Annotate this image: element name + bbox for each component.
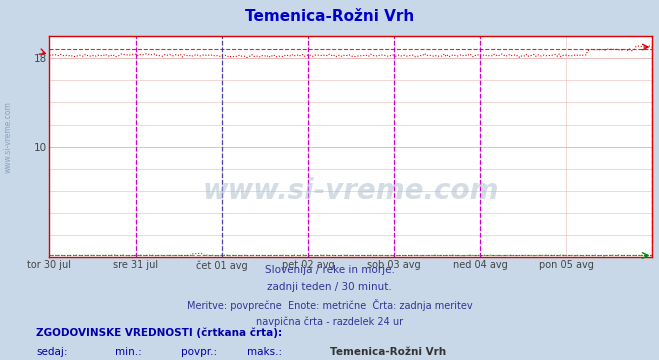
Text: Temenica-Rožni Vrh: Temenica-Rožni Vrh — [330, 347, 445, 357]
Text: min.:: min.: — [115, 347, 142, 357]
Text: zadnji teden / 30 minut.: zadnji teden / 30 minut. — [267, 282, 392, 292]
Text: Slovenija / reke in morje.: Slovenija / reke in morje. — [264, 265, 395, 275]
Text: navpična črta - razdelek 24 ur: navpična črta - razdelek 24 ur — [256, 316, 403, 327]
Text: www.si-vreme.com: www.si-vreme.com — [3, 101, 13, 173]
Text: www.si-vreme.com: www.si-vreme.com — [203, 177, 499, 205]
Text: ZGODOVINSKE VREDNOSTI (črtkana črta):: ZGODOVINSKE VREDNOSTI (črtkana črta): — [36, 328, 282, 338]
Text: povpr.:: povpr.: — [181, 347, 217, 357]
Text: maks.:: maks.: — [247, 347, 282, 357]
Text: Meritve: povprečne  Enote: metrične  Črta: zadnja meritev: Meritve: povprečne Enote: metrične Črta:… — [186, 299, 473, 311]
Text: sedaj:: sedaj: — [36, 347, 68, 357]
Text: Temenica-Rožni Vrh: Temenica-Rožni Vrh — [245, 9, 414, 24]
